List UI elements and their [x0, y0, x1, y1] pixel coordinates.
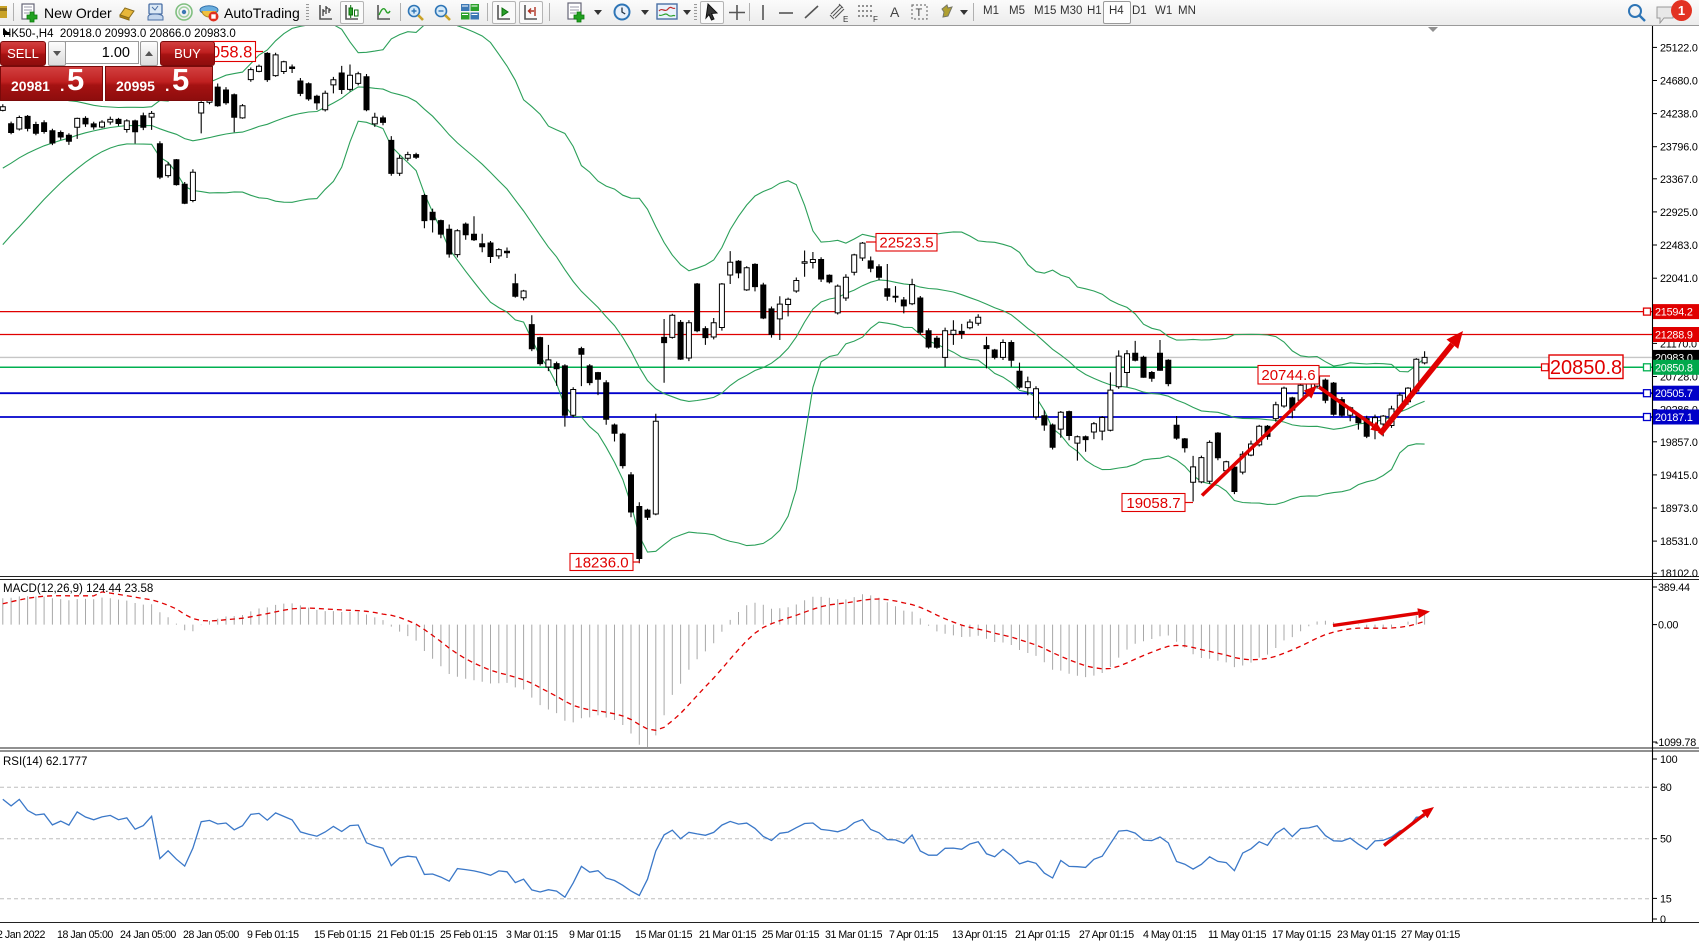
svg-text:27 May 01:15: 27 May 01:15: [1401, 929, 1460, 941]
svg-text:0.00: 0.00: [1658, 620, 1678, 632]
svg-text:18 Jan 05:00: 18 Jan 05:00: [57, 929, 113, 941]
svg-text:27 Apr 01:15: 27 Apr 01:15: [1079, 929, 1134, 941]
svg-text:E: E: [843, 15, 848, 24]
svg-text:19058.7: 19058.7: [1126, 495, 1180, 512]
svg-text:50: 50: [1660, 834, 1672, 846]
svg-text:21 Mar 01:15: 21 Mar 01:15: [699, 929, 757, 941]
svg-text:22483.0: 22483.0: [1660, 240, 1698, 252]
svg-text:22041.0: 22041.0: [1660, 273, 1698, 285]
svg-text:4 May 01:15: 4 May 01:15: [1143, 929, 1197, 941]
svg-text:7 Apr 01:15: 7 Apr 01:15: [889, 929, 939, 941]
svg-text:23796.0: 23796.0: [1660, 142, 1698, 154]
svg-text:23367.0: 23367.0: [1660, 174, 1698, 186]
svg-text:22925.0: 22925.0: [1660, 207, 1698, 219]
svg-text:31 Mar 01:15: 31 Mar 01:15: [825, 929, 883, 941]
svg-text:20744.6: 20744.6: [1261, 367, 1315, 384]
svg-text:18236.0: 18236.0: [574, 554, 628, 571]
svg-text:T: T: [916, 7, 923, 19]
svg-text:28 Jan 05:00: 28 Jan 05:00: [183, 929, 239, 941]
svg-text:18102.0: 18102.0: [1660, 568, 1698, 580]
svg-text:3 Mar 01:15: 3 Mar 01:15: [506, 929, 558, 941]
svg-text:0: 0: [1660, 914, 1666, 926]
svg-text:RSI(14) 62.1777: RSI(14) 62.1777: [3, 756, 87, 768]
svg-text:80: 80: [1660, 782, 1672, 794]
svg-text:F: F: [873, 15, 878, 24]
svg-text:2 Jan 2022: 2 Jan 2022: [0, 929, 45, 941]
svg-text:22523.5: 22523.5: [879, 235, 933, 252]
svg-text:24680.0: 24680.0: [1660, 76, 1698, 88]
svg-text:18973.0: 18973.0: [1660, 503, 1698, 515]
svg-text:389.44: 389.44: [1658, 582, 1690, 594]
svg-text:13 Apr 01:15: 13 Apr 01:15: [952, 929, 1007, 941]
svg-text:20505.7: 20505.7: [1655, 388, 1693, 400]
svg-text:15 Feb 01:15: 15 Feb 01:15: [314, 929, 372, 941]
svg-text:-1099.78: -1099.78: [1655, 737, 1696, 749]
svg-text:24238.0: 24238.0: [1660, 109, 1698, 121]
svg-text:9 Feb 01:15: 9 Feb 01:15: [247, 929, 299, 941]
svg-text:17 May 01:15: 17 May 01:15: [1272, 929, 1331, 941]
svg-text:100: 100: [1660, 754, 1678, 766]
svg-text:HK50-,H4 20918.0 20993.0 2086: HK50-,H4 20918.0 20993.0 20866.0 20983.0: [3, 28, 236, 40]
svg-text:21288.9: 21288.9: [1655, 330, 1693, 342]
svg-text:18531.0: 18531.0: [1660, 536, 1698, 548]
svg-text:15: 15: [1660, 893, 1672, 905]
svg-text:24 Jan 05:00: 24 Jan 05:00: [120, 929, 176, 941]
svg-text:15 Mar 01:15: 15 Mar 01:15: [635, 929, 693, 941]
svg-text:21 Feb 01:15: 21 Feb 01:15: [377, 929, 435, 941]
svg-text:9 Mar 01:15: 9 Mar 01:15: [569, 929, 621, 941]
svg-text:MACD(12,26,9) 124.44 23.58: MACD(12,26,9) 124.44 23.58: [3, 583, 153, 595]
svg-text:21594.2: 21594.2: [1655, 307, 1693, 319]
svg-text:25122.0: 25122.0: [1660, 42, 1698, 54]
svg-text:20850.8: 20850.8: [1655, 362, 1693, 374]
svg-text:19857.0: 19857.0: [1660, 437, 1698, 449]
svg-text:11 May 01:15: 11 May 01:15: [1208, 929, 1267, 941]
svg-text:23 May 01:15: 23 May 01:15: [1337, 929, 1396, 941]
svg-text:25 Mar 01:15: 25 Mar 01:15: [762, 929, 820, 941]
svg-text:19415.0: 19415.0: [1660, 470, 1698, 482]
svg-text:20850.8: 20850.8: [1550, 357, 1622, 379]
svg-text:21 Apr 01:15: 21 Apr 01:15: [1015, 929, 1070, 941]
svg-text:20187.1: 20187.1: [1655, 412, 1693, 424]
svg-text:25 Feb 01:15: 25 Feb 01:15: [440, 929, 498, 941]
